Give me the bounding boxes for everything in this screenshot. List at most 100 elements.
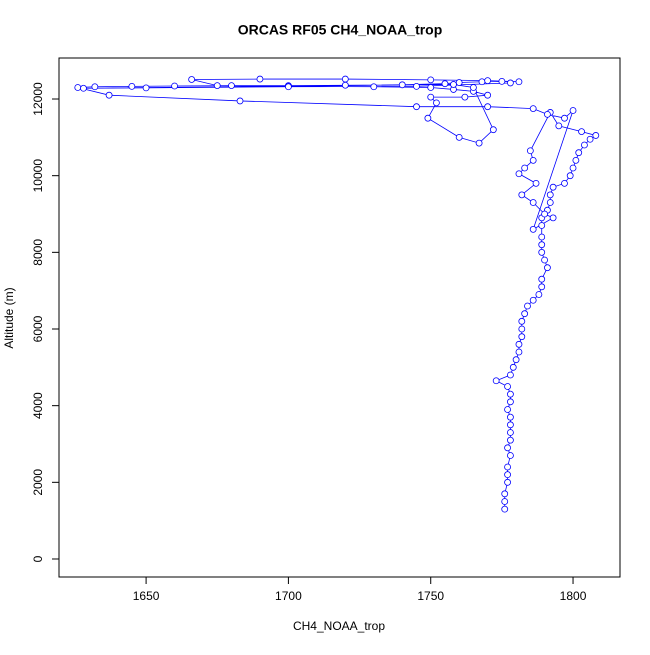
data-point bbox=[504, 383, 511, 390]
data-point bbox=[515, 78, 523, 86]
data-point bbox=[526, 147, 534, 155]
y-tick-label: 8000 bbox=[31, 239, 45, 266]
data-point bbox=[370, 83, 378, 91]
data-point bbox=[475, 139, 483, 147]
x-tick-label: 1700 bbox=[275, 589, 302, 603]
data-point bbox=[578, 128, 585, 135]
data-point bbox=[515, 340, 523, 348]
data-point bbox=[569, 107, 577, 114]
data-point bbox=[538, 275, 546, 283]
data-point bbox=[518, 325, 526, 333]
data-point bbox=[549, 214, 557, 222]
data-point bbox=[532, 179, 540, 187]
data-point bbox=[455, 133, 463, 141]
data-point bbox=[433, 99, 440, 107]
data-point bbox=[507, 390, 514, 398]
data-point bbox=[461, 93, 469, 101]
data-point bbox=[529, 225, 537, 233]
data-point bbox=[398, 81, 406, 89]
data-point bbox=[188, 76, 196, 83]
x-tick-label: 1650 bbox=[133, 589, 160, 603]
data-point bbox=[507, 436, 514, 444]
y-tick-label: 10000 bbox=[31, 159, 45, 193]
data-point bbox=[424, 114, 432, 122]
data-point bbox=[507, 413, 514, 421]
data-point bbox=[507, 429, 514, 436]
data-point bbox=[91, 83, 99, 91]
x-tick-label: 1750 bbox=[417, 589, 444, 603]
data-point bbox=[341, 75, 349, 83]
data-point bbox=[546, 199, 554, 206]
data-point bbox=[504, 471, 511, 479]
data-point bbox=[529, 156, 537, 164]
data-point bbox=[285, 83, 292, 91]
data-point bbox=[427, 84, 435, 91]
data-point bbox=[507, 398, 514, 406]
data-point bbox=[171, 82, 178, 90]
data-point bbox=[561, 179, 568, 187]
data-point bbox=[541, 256, 548, 264]
data-point bbox=[566, 172, 574, 180]
data-point bbox=[498, 77, 506, 85]
data-point bbox=[509, 363, 517, 371]
data-point bbox=[507, 79, 514, 87]
x-axis-label: CH4_NOAA_trop bbox=[293, 619, 385, 633]
data-point bbox=[128, 82, 136, 90]
data-point bbox=[74, 84, 82, 91]
y-tick-label: 12000 bbox=[31, 82, 45, 116]
data-point bbox=[213, 82, 221, 89]
data-point bbox=[441, 80, 449, 88]
data-point bbox=[105, 91, 113, 99]
data-point bbox=[507, 371, 514, 379]
data-point bbox=[586, 135, 594, 143]
data-point bbox=[592, 132, 600, 139]
data-point bbox=[515, 170, 523, 178]
data-point bbox=[572, 156, 580, 164]
data-point bbox=[489, 126, 497, 134]
data-point bbox=[501, 505, 509, 513]
data-point bbox=[504, 406, 511, 413]
data-point bbox=[341, 81, 349, 89]
data-point bbox=[228, 82, 235, 89]
data-point bbox=[507, 421, 514, 429]
data-point bbox=[518, 333, 526, 341]
y-tick-label: 4000 bbox=[31, 392, 45, 419]
data-point bbox=[549, 183, 557, 191]
data-point bbox=[569, 164, 577, 172]
data-point bbox=[413, 82, 420, 90]
data-point bbox=[492, 377, 500, 385]
data-point bbox=[427, 93, 435, 101]
data-point bbox=[538, 222, 546, 229]
data-point bbox=[538, 233, 546, 241]
data-point bbox=[529, 296, 537, 304]
y-tick-label: 0 bbox=[31, 555, 45, 562]
x-tick-label: 1800 bbox=[560, 589, 587, 603]
plot-frame bbox=[58, 57, 621, 578]
data-point bbox=[256, 75, 264, 83]
y-tick-label: 6000 bbox=[31, 315, 45, 342]
data-point bbox=[538, 248, 546, 256]
data-point bbox=[142, 84, 150, 92]
data-point bbox=[80, 84, 87, 92]
data-point bbox=[484, 91, 492, 99]
data-point bbox=[504, 478, 511, 486]
data-point bbox=[236, 97, 244, 105]
chart-title: ORCAS RF05 CH4_NOAA_trop bbox=[238, 22, 443, 38]
data-point bbox=[427, 76, 435, 84]
y-tick-label: 2000 bbox=[31, 469, 45, 496]
data-point bbox=[515, 348, 523, 356]
data-point bbox=[535, 291, 543, 298]
data-point bbox=[529, 105, 537, 112]
data-point bbox=[512, 356, 520, 364]
data-point bbox=[521, 310, 529, 318]
data-point bbox=[450, 81, 457, 88]
data-point bbox=[504, 463, 511, 471]
data-point bbox=[529, 199, 537, 206]
data-point bbox=[544, 264, 551, 272]
data-point bbox=[504, 444, 511, 452]
data-point bbox=[575, 149, 583, 157]
data-point bbox=[538, 283, 546, 291]
data-point bbox=[501, 490, 509, 498]
data-point bbox=[544, 110, 551, 118]
